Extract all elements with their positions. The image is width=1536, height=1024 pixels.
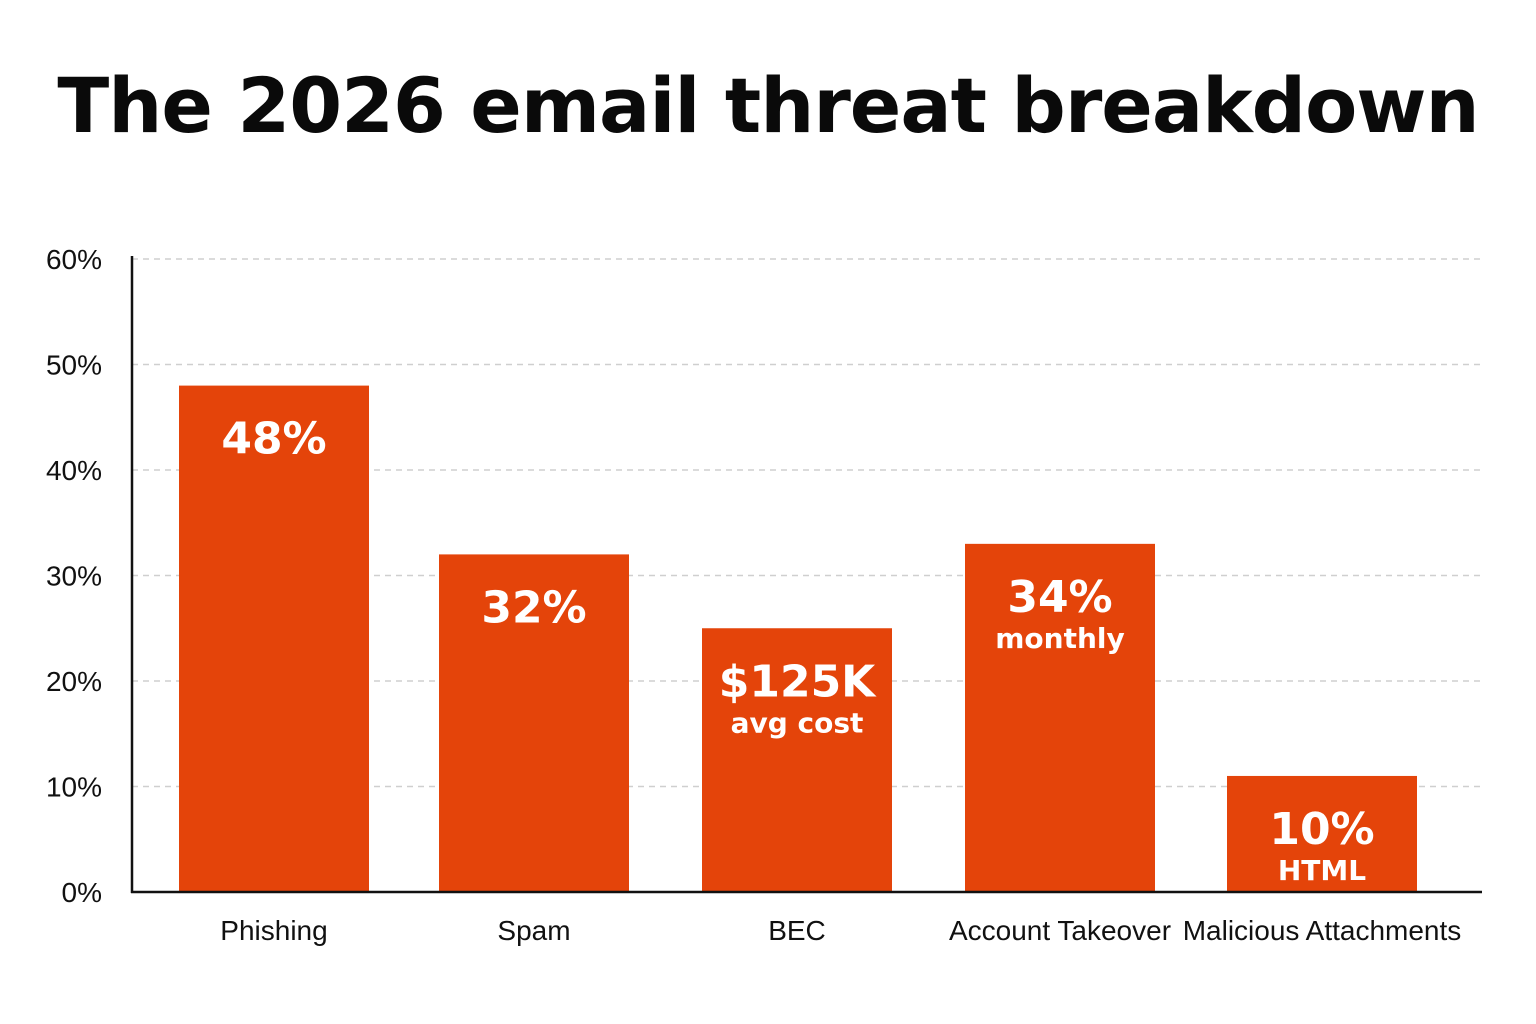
labels: 0% 10% 20% 30% 40% 50% 60% 48% Phishing 32% Spam $1… [46, 244, 1461, 946]
bar-data-label: 10% [1269, 804, 1374, 855]
y-tick-label: 0% [62, 877, 102, 908]
bar-bec [702, 628, 892, 892]
bar-malicious-attachments [1227, 775, 1417, 892]
y-tick-label: 50% [46, 350, 102, 381]
y-tick-label: 20% [46, 666, 102, 697]
y-tick-label: 60% [46, 244, 102, 275]
axes [130, 256, 1482, 894]
x-tick-label: Malicious Attachments [1183, 915, 1462, 946]
bar-spam [439, 554, 629, 892]
bar-phishing [179, 385, 369, 892]
bar-account-takeover [965, 543, 1155, 892]
x-tick-label: BEC [768, 915, 826, 946]
bar-data-sublabel: monthly [995, 622, 1125, 655]
bar-data-label: 34% [1007, 572, 1112, 623]
x-tick-label: Spam [497, 915, 570, 946]
y-tick-label: 30% [46, 561, 102, 592]
bar-data-sublabel: avg cost [731, 706, 864, 739]
bar-data-label: 32% [481, 582, 586, 633]
y-tick-label: 40% [46, 455, 102, 486]
bars [179, 385, 1417, 892]
x-tick-label: Account Takeover [949, 915, 1171, 946]
chart-title: The 2026 email threat breakdown [57, 61, 1479, 150]
y-tick-label: 10% [46, 772, 102, 803]
bar-data-label: $125K [719, 656, 877, 707]
bar-data-sublabel: HTML [1278, 854, 1366, 887]
x-tick-label: Phishing [220, 915, 327, 946]
bar-data-label: 48% [221, 414, 326, 465]
